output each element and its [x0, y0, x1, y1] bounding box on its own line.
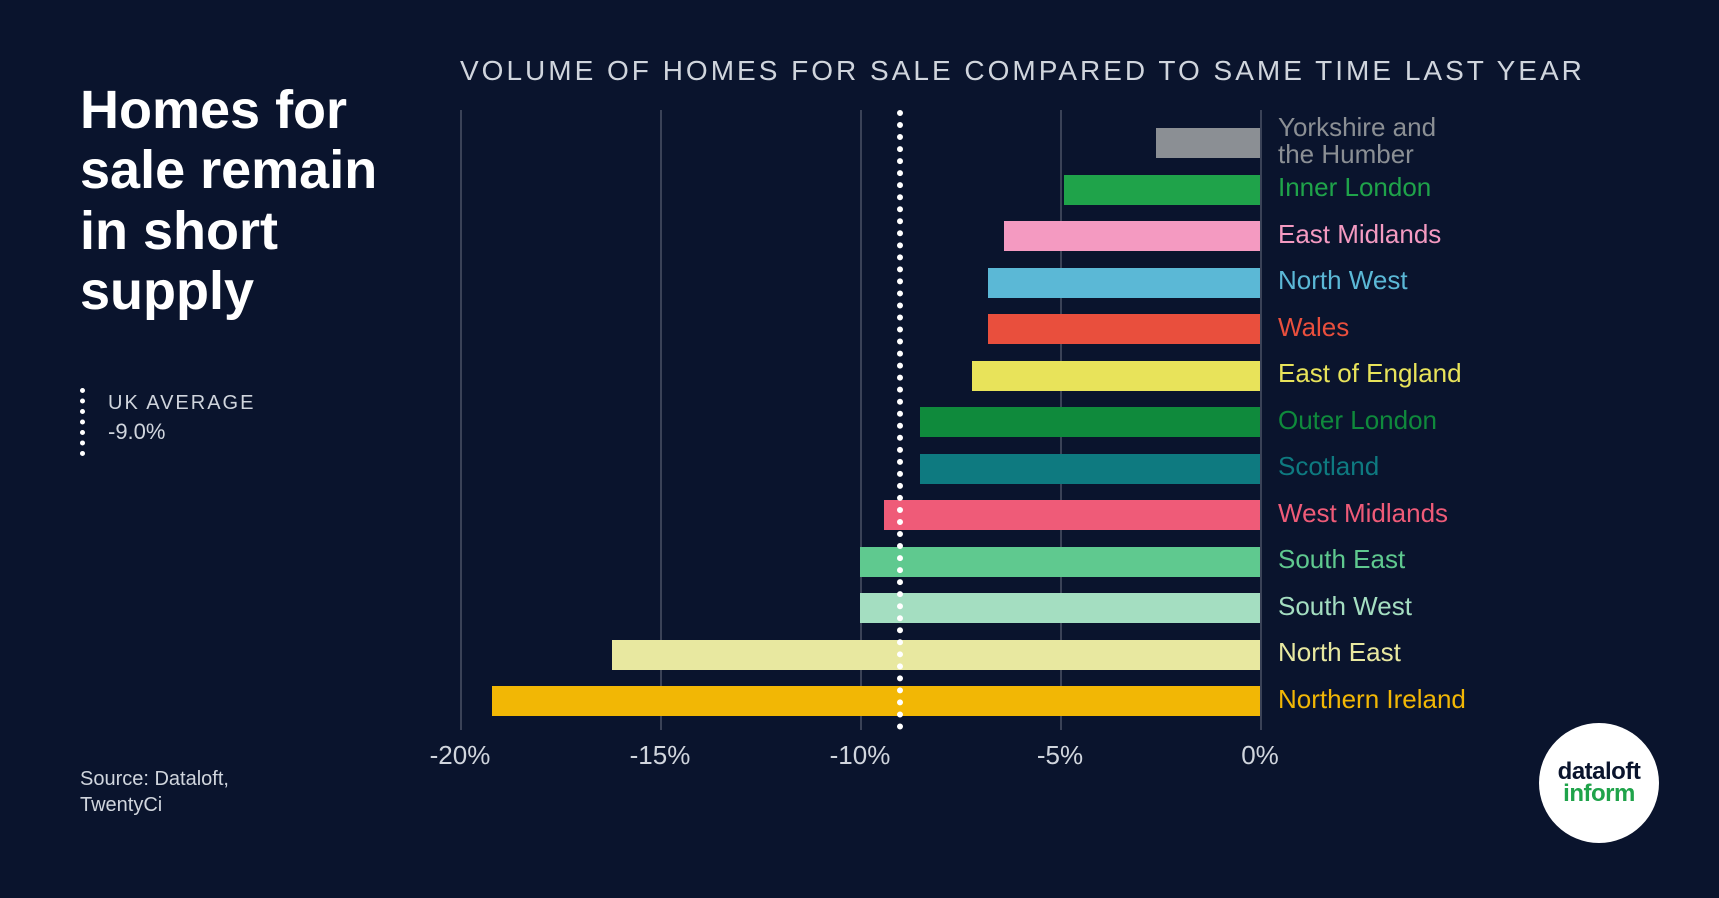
category-label: Wales — [1278, 304, 1658, 351]
bar-row — [460, 585, 1260, 632]
bar-row — [460, 213, 1260, 260]
bar-row — [460, 539, 1260, 586]
chart-bars — [460, 120, 1260, 725]
bar-row — [460, 120, 1260, 167]
x-axis: -20%-15%-10%-5%0% — [460, 740, 1260, 780]
bar-row — [460, 353, 1260, 400]
x-axis-tick: -5% — [1037, 740, 1083, 771]
category-label: East Midlands — [1278, 211, 1658, 258]
avg-dotted-line-icon — [80, 388, 85, 456]
dataloft-logo: dataloft inform — [1539, 723, 1659, 843]
bar-row — [460, 306, 1260, 353]
category-label: Yorkshire andthe Humber — [1278, 118, 1658, 165]
bar-row — [460, 492, 1260, 539]
x-axis-tick: -10% — [830, 740, 891, 771]
bar-row — [460, 167, 1260, 214]
bar — [1156, 128, 1260, 158]
gridline — [1260, 110, 1262, 730]
bar — [612, 640, 1260, 670]
uk-average-block: UK AVERAGE -9.0% — [80, 392, 420, 445]
bar — [492, 686, 1260, 716]
source-line-2: TwentyCi — [80, 792, 229, 818]
bar — [860, 593, 1260, 623]
category-label: South East — [1278, 537, 1658, 584]
bar-row — [460, 678, 1260, 725]
chart-plot — [460, 110, 1260, 730]
x-axis-tick: -15% — [630, 740, 691, 771]
category-label: Scotland — [1278, 444, 1658, 491]
category-label: North East — [1278, 630, 1658, 677]
headline: Homes for sale remain in short supply — [80, 80, 420, 322]
bar — [988, 268, 1260, 298]
category-label: West Midlands — [1278, 490, 1658, 537]
uk-average-label: UK AVERAGE — [108, 392, 420, 415]
bar — [920, 407, 1260, 437]
category-label: North West — [1278, 258, 1658, 305]
bar-row — [460, 446, 1260, 493]
x-axis-tick: -20% — [430, 740, 491, 771]
category-label: Inner London — [1278, 165, 1658, 212]
bar — [884, 500, 1260, 530]
bar-row — [460, 399, 1260, 446]
category-label: East of England — [1278, 351, 1658, 398]
x-axis-tick: 0% — [1241, 740, 1279, 771]
source-line-1: Source: Dataloft, — [80, 766, 229, 792]
bar — [988, 314, 1260, 344]
uk-average-value: -9.0% — [108, 419, 420, 445]
chart-title: VOLUME OF HOMES FOR SALE COMPARED TO SAM… — [460, 55, 1585, 87]
logo-text-bottom: inform — [1563, 782, 1635, 806]
category-label: Northern Ireland — [1278, 676, 1658, 723]
category-label: South West — [1278, 583, 1658, 630]
bar — [972, 361, 1260, 391]
bar-row — [460, 632, 1260, 679]
category-labels: Yorkshire andthe HumberInner LondonEast … — [1278, 118, 1658, 723]
bar-row — [460, 260, 1260, 307]
category-label: Outer London — [1278, 397, 1658, 444]
source-credit: Source: Dataloft, TwentyCi — [80, 766, 229, 818]
chart-area: -20%-15%-10%-5%0% — [460, 110, 1260, 780]
bar — [920, 454, 1260, 484]
bar — [860, 547, 1260, 577]
bar — [1004, 221, 1260, 251]
uk-average-refline — [897, 110, 903, 730]
bar — [1064, 175, 1260, 205]
